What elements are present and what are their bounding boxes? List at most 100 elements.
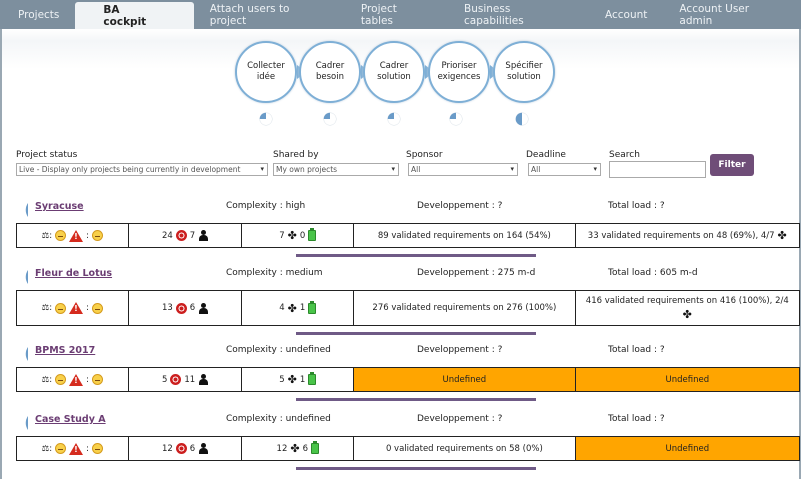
chevron-down-icon: ▾ <box>391 165 395 173</box>
total-requirements-cell: 33 validated requirements on 48 (69%), 4… <box>576 224 799 247</box>
select-value: All <box>531 165 541 174</box>
puzzle-icon: ✤ <box>287 229 297 242</box>
battery-count: 1 <box>299 374 306 385</box>
project-name-link[interactable]: Syracuse <box>35 201 84 212</box>
status-cell: ⚖:: <box>17 224 129 247</box>
puzzle-battery-cell: 12 ✤ 6 <box>242 437 355 460</box>
development-text: Developpement : ? <box>417 414 503 424</box>
tab-attach-users[interactable]: Attach users to project <box>209 2 290 27</box>
dev-requirements-cell: 89 validated requirements on 164 (54%) <box>354 224 576 247</box>
battery-count: 1 <box>299 303 306 313</box>
sponsor-select[interactable]: All ▾ <box>408 163 518 176</box>
separator: : <box>86 230 90 241</box>
separator: : <box>49 374 53 385</box>
project-divider <box>296 332 536 335</box>
project-divider <box>296 467 536 470</box>
project-status-select[interactable]: Live - Display only projects being curre… <box>16 163 268 176</box>
tab-ba-cockpit[interactable]: BA cockpit <box>75 2 194 29</box>
puzzle-count: 12 <box>276 443 288 454</box>
scale-icon: ⚖ <box>41 230 50 241</box>
shared-by-select[interactable]: My own projects ▾ <box>273 163 399 176</box>
battery-count: 0 <box>299 230 306 241</box>
person-icon <box>198 230 209 241</box>
total-requirements-text: 416 validated requirements on 416 (100%)… <box>585 296 789 306</box>
targets-people-cell: 24 7 <box>129 224 243 247</box>
puzzle-icon: ✤ <box>287 373 297 386</box>
tab-project-tables[interactable]: Project tables <box>360 2 397 27</box>
project-name-link[interactable]: BPMS 2017 <box>35 345 96 356</box>
people-count: 7 <box>189 230 196 241</box>
complexity-text: Complexity : high <box>226 201 306 211</box>
smiley-icon <box>92 443 104 454</box>
tab-business-capabilities[interactable]: Business capabilities <box>464 2 524 27</box>
step-label: idée <box>256 72 276 82</box>
search-input[interactable] <box>609 161 706 178</box>
step-cadrer-solution[interactable]: Cadrer solution <box>363 41 425 103</box>
filter-bar: Project status Live - Display only proje… <box>16 150 796 180</box>
total-requirements-cell: Undefined <box>575 368 799 391</box>
smiley-icon <box>55 302 67 314</box>
total-load-text: Total load : ? <box>608 201 665 211</box>
deadline-select[interactable]: All ▾ <box>528 163 601 176</box>
project-divider <box>296 254 536 257</box>
step-label: Cadrer <box>315 61 345 71</box>
tab-projects[interactable]: Projects <box>18 8 60 21</box>
warning-icon <box>69 373 84 386</box>
scale-icon: ⚖ <box>41 303 50 313</box>
process-flow: Collecter idée Cadrer besoin Cadrer solutio… <box>235 37 555 127</box>
complexity-text: Complexity : medium <box>226 268 323 278</box>
project-name-link[interactable]: Case Study A <box>35 414 106 425</box>
puzzle-icon: ✤ <box>290 442 300 455</box>
separator: : <box>49 443 53 454</box>
select-value: All <box>411 165 421 174</box>
chevron-down-icon: ▾ <box>593 165 597 173</box>
puzzle-icon: ✤ <box>777 229 787 242</box>
battery-icon <box>308 372 317 385</box>
smiley-icon <box>55 443 67 454</box>
people-count: 11 <box>184 374 196 385</box>
battery-count: 6 <box>302 443 309 454</box>
project-name-link[interactable]: Fleur de Lotus <box>35 268 113 279</box>
top-navigation: Projects BA cockpit Attach users to proj… <box>0 0 801 29</box>
step-label: Collecter <box>247 61 285 71</box>
progress-pie-icon <box>25 270 28 284</box>
targets-people-cell: 12 6 <box>129 437 243 460</box>
tab-account[interactable]: Account <box>605 8 648 21</box>
step-cadrer-besoin[interactable]: Cadrer besoin <box>299 41 361 103</box>
step-prioriser-exigences[interactable]: Prioriser exigences <box>428 41 490 103</box>
smiley-icon <box>55 230 67 241</box>
targets-people-cell: 5 11 <box>129 368 243 391</box>
progress-pie-icon <box>25 203 28 217</box>
smiley-icon <box>55 374 67 385</box>
targets-count: 5 <box>161 374 168 385</box>
people-count: 6 <box>189 443 196 454</box>
step-label: solution <box>377 72 411 82</box>
step-label: besoin <box>315 72 344 82</box>
step-collecter-idee[interactable]: Collecter idée <box>235 41 297 103</box>
complexity-text: Complexity : undefined <box>226 414 331 424</box>
smiley-icon <box>92 374 104 385</box>
chevron-down-icon: ▾ <box>510 165 514 173</box>
total-requirements-cell: Undefined <box>575 437 799 460</box>
progress-pie-icon <box>25 416 28 430</box>
step-label: Spécifier <box>505 61 543 71</box>
person-icon <box>198 302 209 314</box>
step-specifier-solution[interactable]: Spécifier solution <box>493 41 555 103</box>
project-metrics-row: ⚖:: 136 4✤1 276 validated requirements o… <box>16 290 800 326</box>
puzzle-battery-cell: 7 ✤ 0 <box>242 224 355 247</box>
sponsor-label: Sponsor <box>406 150 443 160</box>
development-text: Developpement : ? <box>417 201 503 211</box>
shared-by-label: Shared by <box>273 150 319 160</box>
total-load-text: Total load : ? <box>608 414 665 424</box>
separator: : <box>86 303 90 313</box>
target-icon <box>175 443 187 454</box>
filter-button[interactable]: Filter <box>710 154 754 176</box>
project-header: BPMS 2017 Complexity : undefined Develop… <box>16 345 801 361</box>
scale-icon: ⚖ <box>41 443 50 454</box>
target-icon <box>170 374 182 385</box>
project-status-label: Project status <box>16 150 78 160</box>
select-value: Live - Display only projects being curre… <box>19 165 241 174</box>
separator: : <box>49 303 53 313</box>
tab-account-user-admin[interactable]: Account User admin <box>679 2 750 27</box>
warning-icon <box>69 302 84 314</box>
